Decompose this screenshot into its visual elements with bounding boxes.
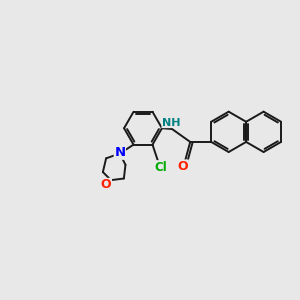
- Text: Cl: Cl: [154, 161, 167, 174]
- Text: N: N: [114, 146, 125, 159]
- Text: O: O: [178, 160, 188, 173]
- Text: NH: NH: [162, 118, 181, 128]
- Text: O: O: [101, 178, 111, 191]
